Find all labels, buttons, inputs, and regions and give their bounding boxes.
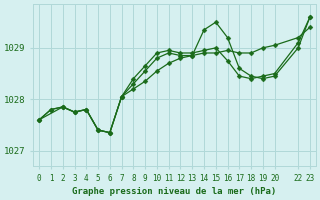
- X-axis label: Graphe pression niveau de la mer (hPa): Graphe pression niveau de la mer (hPa): [72, 187, 277, 196]
